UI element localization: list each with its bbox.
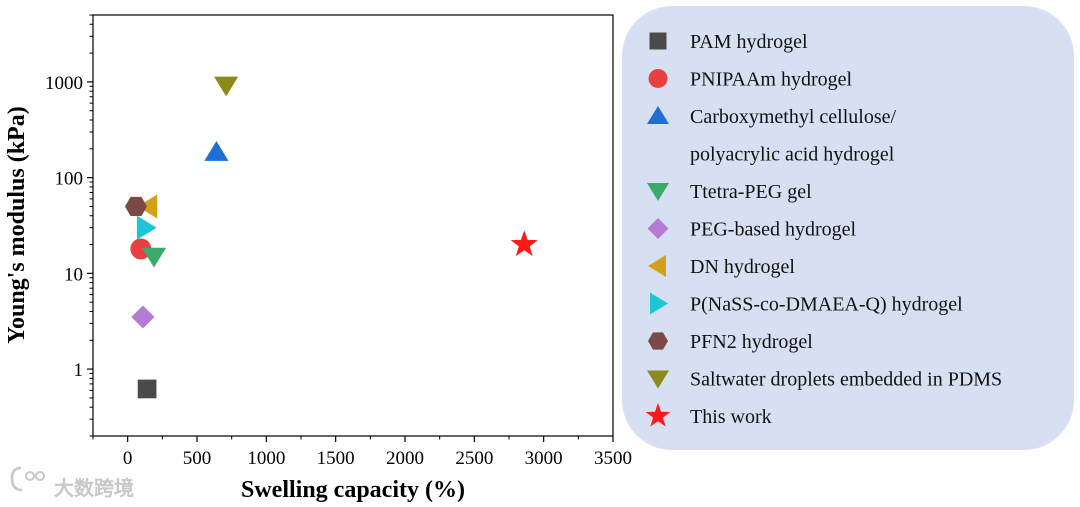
y-tick-label: 100	[55, 169, 84, 190]
legend-marker	[648, 332, 668, 350]
legend-label: Carboxymethyl cellulose/	[690, 106, 897, 128]
legend-label: DN hydrogel	[690, 256, 795, 278]
legend-label: polyacrylic acid hydrogel	[690, 144, 895, 166]
legend-label: P(NaSS-co-DMAEA-Q) hydrogel	[690, 294, 963, 316]
x-tick-label: 500	[183, 448, 212, 469]
data-point	[137, 379, 157, 399]
y-axis-title: Young's modulus (kPa)	[4, 106, 30, 343]
watermark: 大数跨境	[10, 466, 134, 500]
axes-frame	[92, 14, 614, 437]
x-axis: 0 500 1000 1500 2000 2500 3000 3500	[92, 436, 632, 469]
legend-marker	[650, 292, 668, 315]
legend-label: Saltwater droplets embedded in PDMS	[690, 369, 1002, 391]
y-tick-label: 1	[74, 360, 84, 381]
data-point	[136, 215, 157, 240]
y-axis: 1 10 100 1000	[45, 14, 93, 437]
data-point	[510, 230, 538, 257]
x-tick-label: 2000	[386, 448, 424, 469]
data-point	[124, 196, 147, 216]
data-point	[137, 194, 158, 219]
legend-label: PEG-based hydrogel	[690, 219, 857, 241]
x-axis-title: Swelling capacity (%)	[241, 477, 465, 503]
legend-marker	[648, 69, 668, 88]
x-tick-label: 1000	[247, 448, 285, 469]
legend-label: PFN2 hydrogel	[690, 331, 813, 353]
y-tick-label: 1000	[45, 73, 83, 94]
x-tick-label: 3000	[525, 448, 563, 469]
legend-marker	[648, 255, 666, 277]
legend-marker	[647, 218, 669, 239]
legend-marker	[645, 403, 671, 427]
legend-label: PAM hydrogel	[690, 31, 808, 53]
legend-marker	[647, 106, 669, 124]
plot-area: 0 500 1000 1500 2000 2500 3000 3500 1 10 100 1000	[45, 14, 632, 469]
y-tick-label: 10	[64, 264, 83, 285]
watermark-logo-icon	[10, 466, 45, 492]
legend-label: This work	[690, 406, 772, 428]
x-tick-label: 0	[123, 448, 133, 469]
data-point	[204, 141, 229, 161]
watermark-text: 大数跨境	[54, 476, 134, 500]
legend-label: Ttetra-PEG gel	[690, 181, 812, 203]
x-tick-label: 1500	[317, 448, 355, 469]
legend-marker	[647, 183, 669, 201]
data-point	[214, 76, 239, 97]
legend-marker	[647, 370, 669, 389]
x-tick-label: 2500	[455, 448, 493, 469]
data-point	[141, 247, 167, 268]
data-marks	[124, 76, 538, 399]
legend-marker	[649, 32, 667, 50]
legend: PAM hydrogel PNIPAAm hydrogel Carboxymethy…	[622, 6, 1074, 450]
x-tick-label: 3500	[594, 448, 632, 469]
legend-label: PNIPAAm hydrogel	[690, 69, 852, 91]
data-point	[131, 305, 155, 329]
legend-background	[622, 6, 1074, 450]
